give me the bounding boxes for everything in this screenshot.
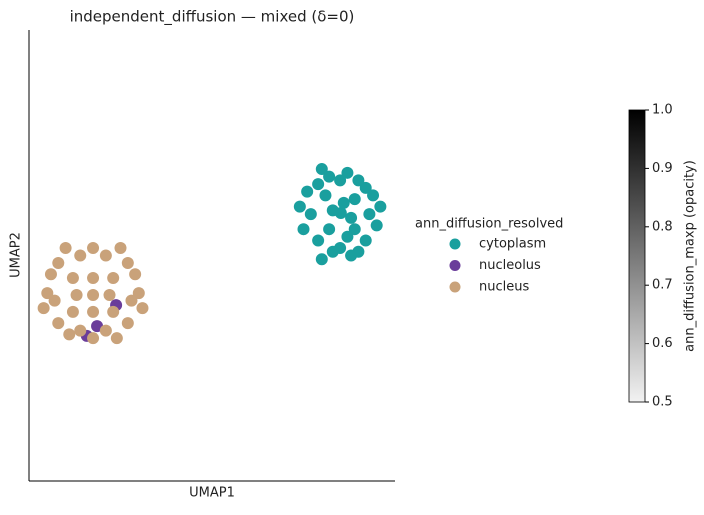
point (359, 234, 372, 247)
point (312, 234, 325, 247)
legend-swatch (449, 260, 461, 271)
legend-swatch (449, 281, 461, 293)
chart-title: independent_diffusion — mixed (δ=0) (70, 8, 355, 27)
point (87, 241, 100, 254)
point (326, 245, 339, 258)
point (345, 211, 358, 224)
point (136, 302, 149, 315)
point (323, 223, 336, 236)
point (87, 272, 100, 285)
point (121, 257, 134, 270)
point (52, 317, 65, 330)
point (121, 317, 134, 330)
point (63, 328, 76, 341)
point (312, 178, 325, 191)
point (110, 332, 123, 345)
point (326, 204, 339, 217)
point (66, 305, 79, 318)
point (87, 305, 100, 318)
colorbar-tick-label: 0.8 (652, 219, 673, 234)
point (129, 268, 142, 281)
point (334, 174, 347, 187)
colorbar (628, 109, 646, 403)
legend-label: nucleus (479, 280, 529, 295)
point (363, 208, 376, 221)
point (70, 288, 83, 301)
point (367, 189, 380, 202)
point (352, 174, 365, 187)
point (341, 230, 354, 243)
point (59, 241, 72, 254)
point (99, 324, 112, 337)
colorbar-label: ann_diffusion_maxp (opacity) (683, 160, 698, 352)
point (125, 294, 138, 307)
y-axis-label: UMAP2 (9, 232, 24, 278)
point (74, 324, 87, 337)
point (319, 189, 332, 202)
colorbar-tick-label: 1.0 (652, 103, 673, 118)
point (114, 241, 127, 254)
point (103, 288, 116, 301)
point (315, 253, 328, 266)
point (301, 185, 314, 198)
point (352, 245, 365, 258)
point (44, 268, 57, 281)
point (348, 193, 361, 206)
point (304, 208, 317, 221)
colorbar-tick-label: 0.5 (652, 395, 673, 410)
point (370, 219, 383, 232)
point (107, 305, 120, 318)
point (315, 163, 328, 176)
point (41, 287, 54, 300)
legend-swatch (449, 238, 461, 250)
point (297, 223, 310, 236)
x-axis-label: UMAP1 (189, 486, 235, 501)
point (374, 200, 387, 213)
point (74, 249, 87, 262)
point (337, 196, 350, 209)
point (52, 257, 65, 270)
point (37, 302, 50, 315)
point (132, 287, 145, 300)
point (87, 288, 100, 301)
legend-title: ann_diffusion_resolved (415, 217, 563, 232)
point (107, 272, 120, 285)
point (293, 200, 306, 213)
point (348, 223, 361, 236)
colorbar-tick-label: 0.6 (652, 336, 673, 351)
legend-label: cytoplasm (479, 237, 546, 252)
point (341, 166, 354, 179)
point (359, 181, 372, 194)
point (99, 249, 112, 262)
colorbar-tick-label: 0.7 (652, 278, 673, 293)
point (323, 170, 336, 183)
point (48, 294, 61, 307)
colorbar-tick-label: 0.9 (652, 161, 673, 176)
legend-label: nucleolus (479, 258, 541, 273)
point (66, 272, 79, 285)
point (87, 332, 100, 345)
